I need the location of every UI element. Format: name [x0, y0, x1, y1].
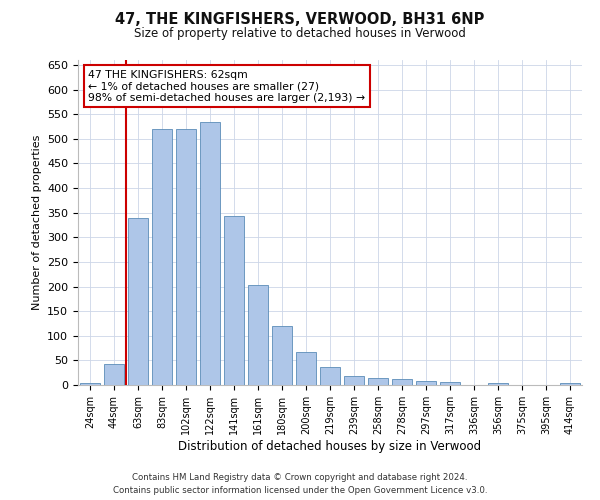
Bar	[128, 218, 148, 385]
Bar	[296, 352, 316, 385]
Bar	[104, 364, 124, 385]
Bar	[560, 382, 580, 385]
Bar	[344, 376, 364, 385]
Bar	[368, 378, 388, 385]
Bar	[488, 382, 508, 385]
Bar	[176, 130, 196, 385]
Bar	[416, 380, 436, 385]
Bar	[440, 382, 460, 385]
Text: 47 THE KINGFISHERS: 62sqm
← 1% of detached houses are smaller (27)
98% of semi-d: 47 THE KINGFISHERS: 62sqm ← 1% of detach…	[88, 70, 365, 103]
Text: 47, THE KINGFISHERS, VERWOOD, BH31 6NP: 47, THE KINGFISHERS, VERWOOD, BH31 6NP	[115, 12, 485, 28]
Text: Contains HM Land Registry data © Crown copyright and database right 2024.
Contai: Contains HM Land Registry data © Crown c…	[113, 474, 487, 495]
Bar	[152, 130, 172, 385]
Bar	[320, 367, 340, 385]
X-axis label: Distribution of detached houses by size in Verwood: Distribution of detached houses by size …	[178, 440, 482, 452]
Bar	[272, 326, 292, 385]
Bar	[392, 378, 412, 385]
Text: Size of property relative to detached houses in Verwood: Size of property relative to detached ho…	[134, 28, 466, 40]
Bar	[80, 382, 100, 385]
Y-axis label: Number of detached properties: Number of detached properties	[32, 135, 41, 310]
Bar	[248, 284, 268, 385]
Bar	[224, 216, 244, 385]
Bar	[200, 122, 220, 385]
